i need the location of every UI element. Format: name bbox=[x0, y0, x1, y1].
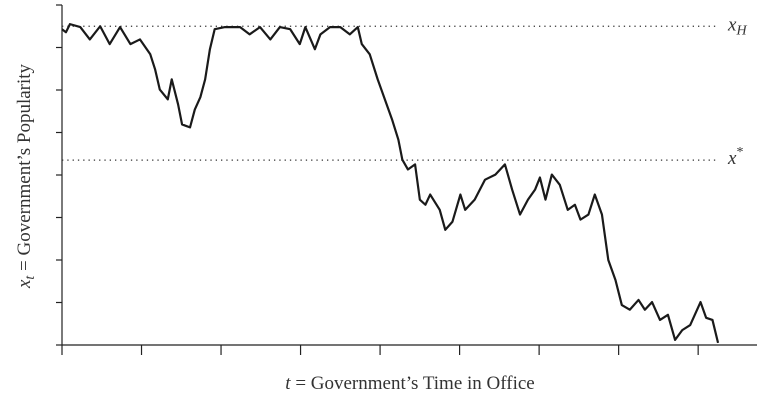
reference-var: x bbox=[727, 148, 737, 169]
series-line bbox=[61, 23, 720, 344]
y-axis-label: xt = Government’s Popularity bbox=[14, 63, 38, 289]
x-axis-label: t = Government’s Time in Office bbox=[285, 373, 534, 394]
reference-sub: H bbox=[735, 23, 747, 38]
reference-var: x bbox=[727, 15, 737, 36]
reference-label: xH bbox=[727, 15, 747, 39]
reference-label: x* bbox=[727, 145, 743, 169]
reference-sup: * bbox=[736, 145, 743, 160]
